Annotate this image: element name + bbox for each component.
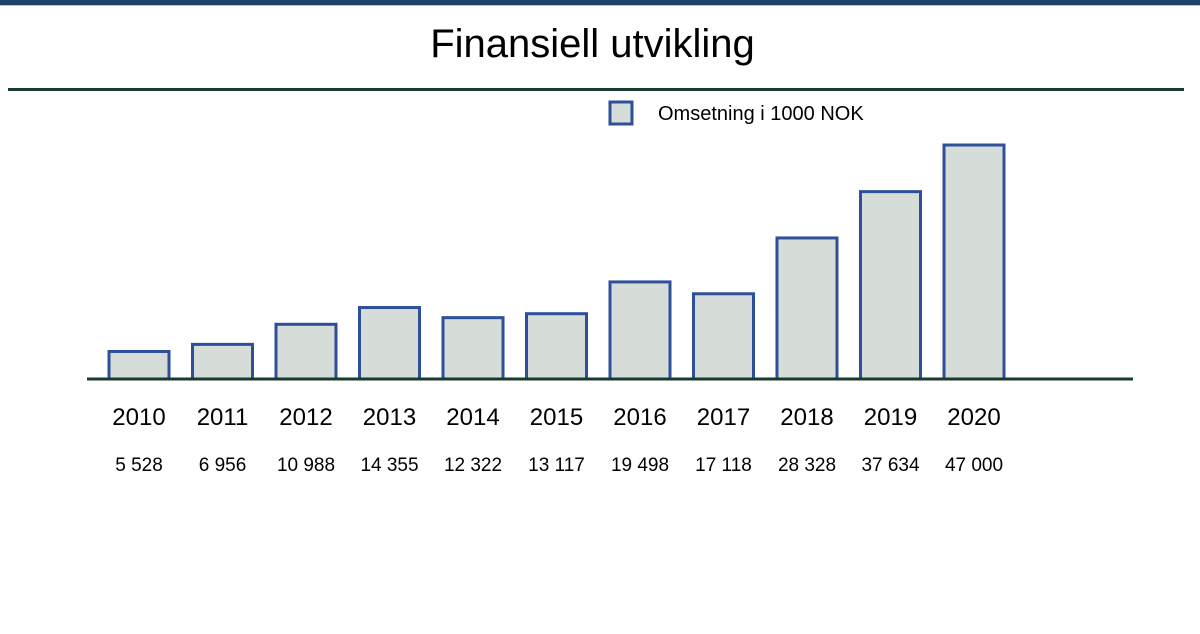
x-tick-label-2020: 2020 <box>947 404 1000 431</box>
top-accent-line <box>0 5 1200 6</box>
x-tick-label-2011: 2011 <box>197 404 249 431</box>
bar-2019 <box>859 190 922 381</box>
bar-2014 <box>441 316 505 381</box>
top-accent-bar <box>0 0 1200 5</box>
bar-2016 <box>608 280 672 381</box>
legend-label: Omsetning i 1000 NOK <box>658 103 864 125</box>
x-tick-label-2014: 2014 <box>446 404 499 431</box>
bar-2013 <box>358 306 421 381</box>
bar-2020 <box>942 143 1006 381</box>
x-tick-label-2018: 2018 <box>780 404 833 431</box>
x-tick-label-2016: 2016 <box>613 404 666 431</box>
value-label-2017: 17 118 <box>695 455 752 476</box>
legend-swatch <box>608 100 634 126</box>
x-tick-label-2010: 2010 <box>112 404 165 431</box>
value-label-2018: 28 328 <box>778 455 836 476</box>
value-label-2016: 19 498 <box>611 455 669 476</box>
page-title: Finansiell utvikling <box>430 22 755 66</box>
bar-2017 <box>692 292 755 381</box>
bar-2011 <box>191 342 254 381</box>
x-tick-label-2017: 2017 <box>697 404 750 431</box>
bar-2018 <box>775 236 839 381</box>
x-tick-label-2015: 2015 <box>530 404 583 431</box>
x-tick-label-2012: 2012 <box>279 404 332 431</box>
value-label-2019: 37 634 <box>861 455 920 476</box>
bar-2012 <box>274 322 338 381</box>
x-tick-labels: 2010 2011 2012 2013 2014 2015 2016 2017 2018 2019… <box>112 404 1000 431</box>
value-label-2011: 6 956 <box>199 455 247 476</box>
value-label-2014: 12 322 <box>444 455 502 476</box>
legend: Omsetning i 1000 NOK <box>608 100 864 126</box>
title-divider <box>8 88 1184 91</box>
bar-2015 <box>525 312 588 381</box>
x-tick-label-2019: 2019 <box>864 404 917 431</box>
value-label-2020: 47 000 <box>945 455 1003 476</box>
value-label-2015: 13 117 <box>528 455 585 476</box>
value-label-2013: 14 355 <box>360 455 418 476</box>
value-labels: 5 528 6 956 10 988 14 355 12 322 13 117 19 498… <box>115 455 1003 476</box>
value-label-2010: 5 528 <box>115 455 163 476</box>
value-label-2012: 10 988 <box>277 455 335 476</box>
x-tick-label-2013: 2013 <box>363 404 416 431</box>
bar-group <box>107 143 1006 381</box>
bar-2010 <box>107 349 171 381</box>
